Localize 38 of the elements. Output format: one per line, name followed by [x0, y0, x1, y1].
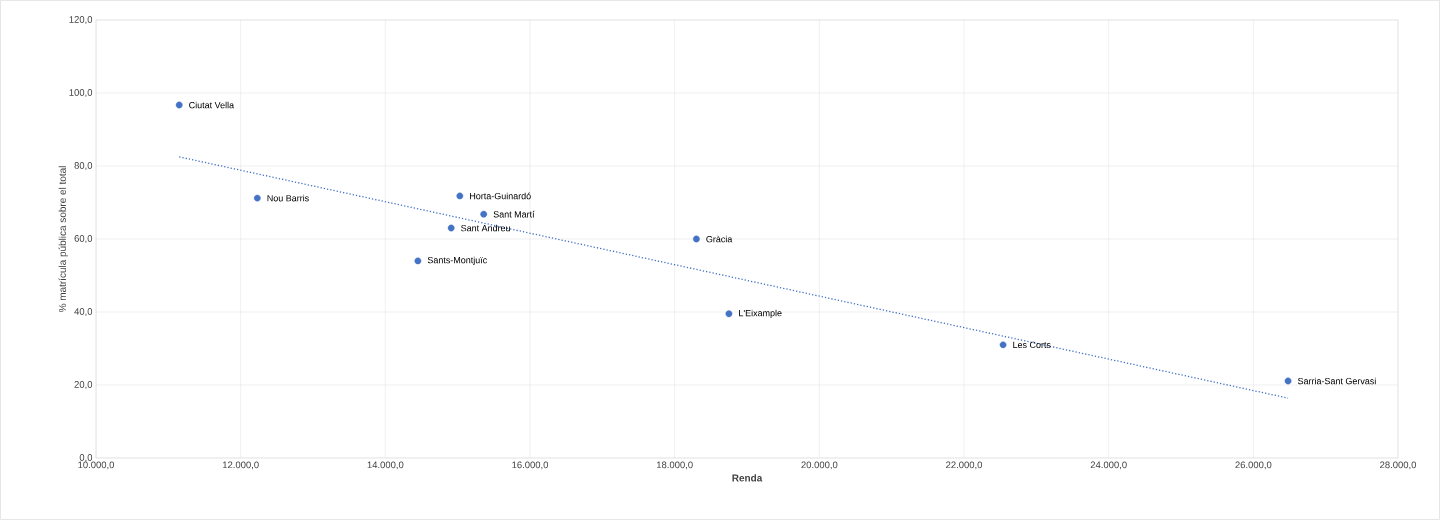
y-axis-title: % matrícula pública sobre el total	[58, 166, 68, 312]
x-tick-label: 24.000,0	[1090, 461, 1127, 470]
annotation: Sant Martí	[493, 210, 535, 218]
annotation: Sant Andreu	[461, 224, 510, 232]
annotation: Nou Barris	[267, 194, 309, 202]
y-tick-label: 120,0	[69, 16, 93, 24]
point	[999, 341, 1007, 349]
x-axis-title: Renda	[732, 474, 763, 482]
annotation: L'Eixample	[739, 309, 782, 318]
annotation: Sarria-Sant Gervasi	[1297, 377, 1376, 385]
point	[693, 235, 700, 243]
annotation: Sants-Montjuïc	[427, 256, 487, 266]
point	[725, 310, 733, 318]
y-tick-label: 40,0	[74, 308, 93, 316]
x-tick-label: 28.000,0	[1380, 461, 1417, 470]
x-tick-label: 22.000,0	[946, 461, 983, 470]
point	[253, 194, 261, 202]
y-tick-label: 100,0	[69, 89, 93, 97]
x-tick-label: 18.000,0	[656, 461, 693, 470]
annotation: Horta-Guinardó	[470, 192, 531, 200]
point	[480, 210, 488, 218]
point	[1284, 377, 1292, 385]
x-tick-label: 10.000,0	[78, 461, 115, 470]
point	[175, 101, 183, 109]
annotation: Ciutat Vella	[189, 101, 235, 109]
point	[414, 257, 422, 265]
y-tick-label: 80,0	[74, 162, 93, 170]
x-tick-label: 20.000,0	[801, 461, 838, 470]
annotation: Gràcia	[706, 235, 733, 243]
y-tick-label: 20,0	[74, 381, 93, 389]
x-tick-label: 12.000,0	[222, 461, 259, 470]
y-tick-label: 0,0	[79, 454, 93, 462]
y-tick-label: 60,0	[74, 235, 93, 243]
x-tick-label: 26.000,0	[1235, 461, 1272, 470]
x-tick-label: 14.000,0	[367, 461, 404, 470]
x-tick-label: 16.000,0	[512, 461, 549, 470]
point	[447, 224, 455, 232]
point	[456, 192, 464, 200]
